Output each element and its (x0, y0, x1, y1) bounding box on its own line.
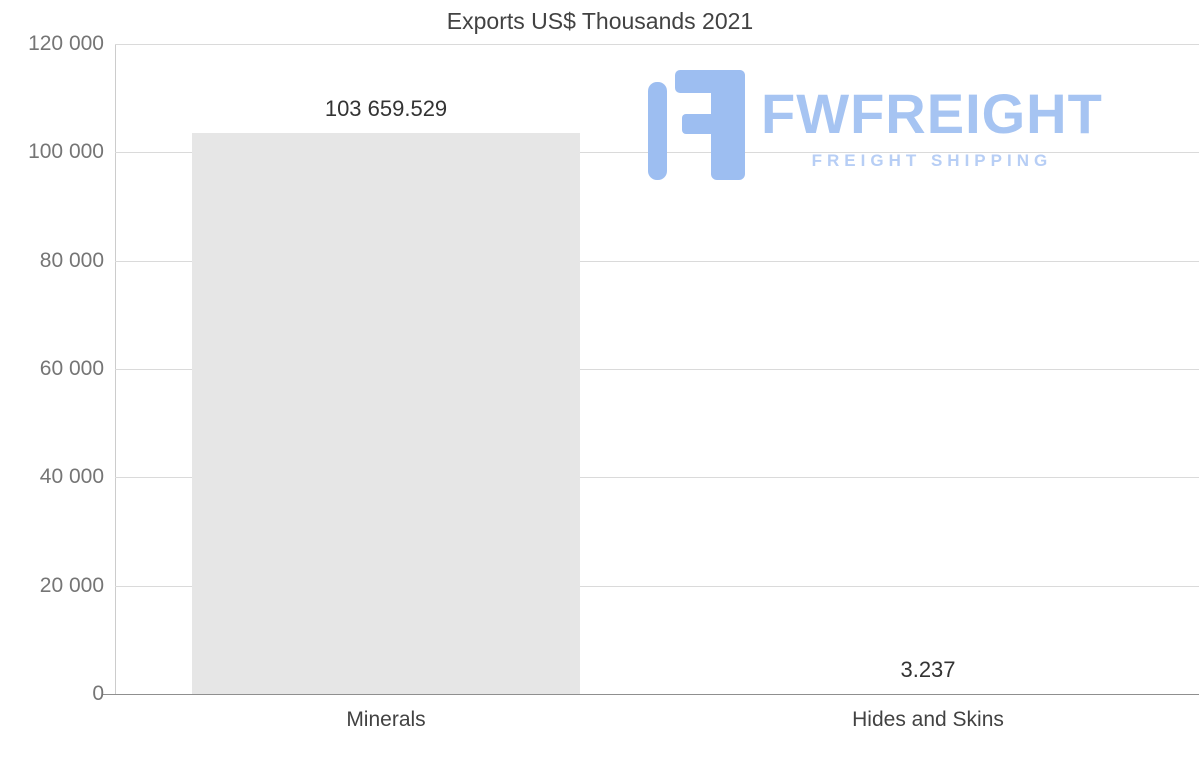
logo-tagline: FREIGHT SHIPPING (811, 151, 1053, 170)
gridline (115, 477, 1199, 479)
x-category-label: Minerals (346, 708, 426, 731)
gridline (115, 44, 1199, 45)
bar-value-label: 3.237 (900, 656, 956, 682)
y-axis-tick-label: 20 000 (39, 573, 104, 597)
chart-title: Exports US$ Thousands 2021 (446, 8, 754, 34)
logo-brand: FWFREIGHT (761, 82, 1103, 145)
bar-value-label: 103 659.529 (324, 95, 448, 121)
y-axis-tick-label: 60 000 (39, 357, 104, 380)
x-axis-baseline (115, 694, 1199, 695)
y-axis-tick-label: 80 000 (39, 248, 104, 272)
x-category-label: Hides and Skins (852, 708, 1004, 731)
plot-area: 103 659.529 3.237 (115, 44, 1199, 694)
y-axis-tick-label: 100 000 (28, 140, 104, 164)
gridline (115, 260, 1199, 262)
y-axis-tick-label: 40 000 (39, 465, 104, 489)
bar-minerals[interactable] (192, 132, 580, 694)
zero-tick-mark (103, 694, 115, 695)
gridline (115, 369, 1199, 370)
gridline (115, 585, 1199, 587)
logo-text-block: FWFREIGHT FREIGHT SHIPPING (761, 70, 1103, 171)
fwfreight-watermark: FWFREIGHT FREIGHT SHIPPING (648, 70, 1103, 184)
y-axis-tick-label: 0 (92, 682, 104, 705)
y-axis-tick-label: 120 000 (28, 32, 104, 55)
fwfreight-logo-icon (648, 70, 745, 180)
